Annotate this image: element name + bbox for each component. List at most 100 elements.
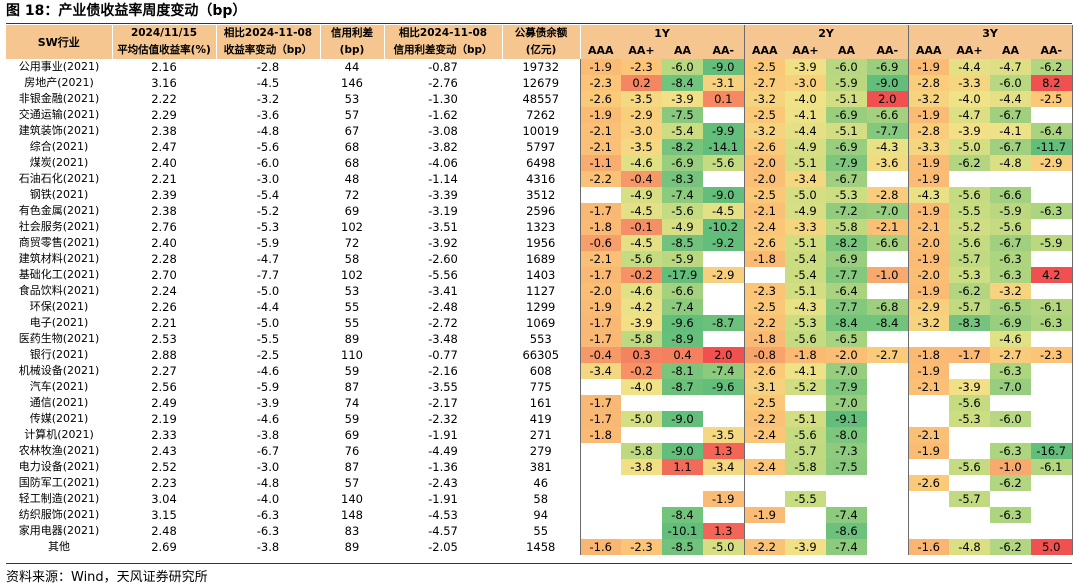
- heat-cell-y2-aa: -8.6: [826, 523, 867, 539]
- yield-change-table: SW行业 2024/11/15 相比2024-11-08 信用利差 相比2024…: [6, 25, 1073, 555]
- heat-cell-y1-aaa: -1.9: [579, 299, 621, 315]
- spread-change: -1.91: [384, 427, 502, 443]
- table-row: 纺织服饰(2021) 3.15 -6.3 148 -4.53 94 -8.4 -1.9 -7.4…: [6, 507, 1073, 523]
- heat-cell-y3-aaminus: [1031, 395, 1073, 411]
- credit-spread: 89: [320, 331, 384, 347]
- heat-cell-y1-aa: -8.2: [662, 139, 703, 155]
- heat-cell-y2-aaplus: -3.4: [785, 171, 826, 187]
- heat-cell-y3-aaa: [907, 459, 949, 475]
- spread-change: -2.17: [384, 395, 502, 411]
- heat-cell-y3-aaplus: -5.3: [949, 411, 990, 427]
- heat-cell-y1-aaa: -2.1: [579, 139, 621, 155]
- heat-cell-y1-aaminus: -9.6: [703, 379, 744, 395]
- heat-cell-y3-aaplus: -5.6: [949, 235, 990, 251]
- table-row: 社会服务(2021) 2.76 -5.3 102 -3.51 1323 -1.8 -0.1 -4…: [6, 219, 1073, 235]
- bond-balance: 1069: [502, 315, 580, 331]
- heat-cell-y3-aaplus: -5.3: [949, 267, 990, 283]
- table-row: 机械设备(2021) 2.27 -4.6 59 -2.16 608 -3.4 -0.2 -8.1…: [6, 363, 1073, 379]
- heat-cell-y1-aa: -7.5: [662, 107, 703, 123]
- bond-balance: 5797: [502, 139, 580, 155]
- heat-cell-y2-aaminus: [867, 251, 908, 267]
- heat-cell-y3-aa: -6.6: [990, 187, 1031, 203]
- avg-yield: 2.53: [112, 331, 216, 347]
- credit-spread: 83: [320, 523, 384, 539]
- table-row: 其他 2.69 -3.8 89 -2.05 1458 -1.6 -2.3 -8.5 -5.0 -2.…: [6, 539, 1073, 555]
- table-row: 家用电器(2021) 2.48 -6.3 83 -4.57 55 -10.1 1.3 -8.6: [6, 523, 1073, 539]
- header-1y-aaplus: AA+: [621, 42, 662, 59]
- spread-change: -2.48: [384, 299, 502, 315]
- heat-cell-y2-aa: -8.4: [826, 315, 867, 331]
- heat-cell-y1-aaminus: [703, 331, 744, 347]
- bond-balance: 19732: [502, 59, 580, 75]
- yield-change: -4.8: [216, 123, 320, 139]
- avg-yield: 2.23: [112, 475, 216, 491]
- heat-cell-y2-aaa: -2.2: [743, 315, 785, 331]
- heat-cell-y2-aaminus: -7.0: [867, 203, 908, 219]
- heat-cell-y2-aa: -2.0: [826, 347, 867, 363]
- heat-cell-y3-aaplus: -5.7: [949, 299, 990, 315]
- heat-cell-y3-aaplus: -1.7: [949, 347, 990, 363]
- industry-name: 交通运输(2021): [6, 107, 112, 123]
- heat-cell-y1-aaplus: [621, 475, 662, 491]
- heat-cell-y1-aa: [662, 427, 703, 443]
- heat-cell-y1-aaplus: -2.9: [621, 107, 662, 123]
- header-2y-aa: AA: [826, 42, 867, 59]
- heat-cell-y2-aaa: -2.2: [743, 539, 785, 555]
- heat-cell-y2-aa: -5.1: [826, 123, 867, 139]
- heat-cell-y1-aa: [662, 395, 703, 411]
- spread-change: -3.08: [384, 123, 502, 139]
- avg-yield: 2.38: [112, 123, 216, 139]
- bond-balance: 55: [502, 523, 580, 539]
- avg-yield: 2.21: [112, 315, 216, 331]
- heat-cell-y3-aaminus: [1031, 107, 1073, 123]
- heat-cell-y3-aaminus: [1031, 427, 1073, 443]
- industry-name: 机械设备(2021): [6, 363, 112, 379]
- heat-cell-y3-aaplus: -4.4: [949, 59, 990, 75]
- heat-cell-y3-aaplus: [949, 475, 990, 491]
- heat-cell-y2-aa: [826, 491, 867, 507]
- industry-name: 基础化工(2021): [6, 267, 112, 283]
- bond-balance: 419: [502, 411, 580, 427]
- yield-change: -4.6: [216, 363, 320, 379]
- yield-change: -3.6: [216, 107, 320, 123]
- credit-spread: 72: [320, 187, 384, 203]
- heat-cell-y1-aaminus: [703, 283, 744, 299]
- heat-cell-y3-aaa: [907, 411, 949, 427]
- bond-balance: 381: [502, 459, 580, 475]
- heat-cell-y1-aaplus: -3.5: [621, 91, 662, 107]
- heat-cell-y2-aaplus: -3.0: [785, 75, 826, 91]
- heat-cell-y3-aa: -4.8: [990, 155, 1031, 171]
- heat-cell-y2-aaa: -2.4: [743, 219, 785, 235]
- heat-cell-y2-aaplus: -5.1: [785, 235, 826, 251]
- heat-cell-y3-aaplus: -8.3: [949, 315, 990, 331]
- heat-cell-y2-aaa: -2.5: [743, 59, 785, 75]
- heat-cell-y2-aa: -5.1: [826, 91, 867, 107]
- heat-cell-y2-aa: -7.2: [826, 203, 867, 219]
- yield-change: -3.2: [216, 91, 320, 107]
- heat-cell-y2-aa: -7.7: [826, 267, 867, 283]
- heat-cell-y2-aaminus: -6.9: [867, 59, 908, 75]
- heat-cell-y2-aa: -7.7: [826, 299, 867, 315]
- heat-cell-y3-aa: -4.1: [990, 123, 1031, 139]
- heat-cell-y3-aaa: -2.8: [907, 123, 949, 139]
- credit-spread: 146: [320, 75, 384, 91]
- heat-cell-y2-aaa: [743, 475, 785, 491]
- yield-change: -5.5: [216, 331, 320, 347]
- heat-cell-y2-aaminus: -6.6: [867, 235, 908, 251]
- heat-cell-y1-aaminus: -8.7: [703, 315, 744, 331]
- heat-cell-y3-aaplus: -3.3: [949, 75, 990, 91]
- avg-yield: 2.29: [112, 107, 216, 123]
- header-1y-aa: AA: [662, 42, 703, 59]
- heat-cell-y1-aa: -6.9: [662, 155, 703, 171]
- avg-yield: 2.49: [112, 395, 216, 411]
- heat-cell-y1-aa: -8.9: [662, 331, 703, 347]
- industry-name: 电力设备(2021): [6, 459, 112, 475]
- table-row: 非银金融(2021) 2.22 -3.2 53 -1.30 48557 -2.6 -3.5 -3…: [6, 91, 1073, 107]
- heat-cell-y2-aa: -7.9: [826, 155, 867, 171]
- heat-cell-y3-aaminus: [1031, 187, 1073, 203]
- heat-cell-y3-aaa: -1.9: [907, 155, 949, 171]
- heat-cell-y3-aaa: -1.8: [907, 347, 949, 363]
- heat-cell-y1-aaminus: -9.0: [703, 59, 744, 75]
- header-ychg-line2: 收益率变动（bp）: [216, 42, 321, 59]
- credit-spread: 102: [320, 267, 384, 283]
